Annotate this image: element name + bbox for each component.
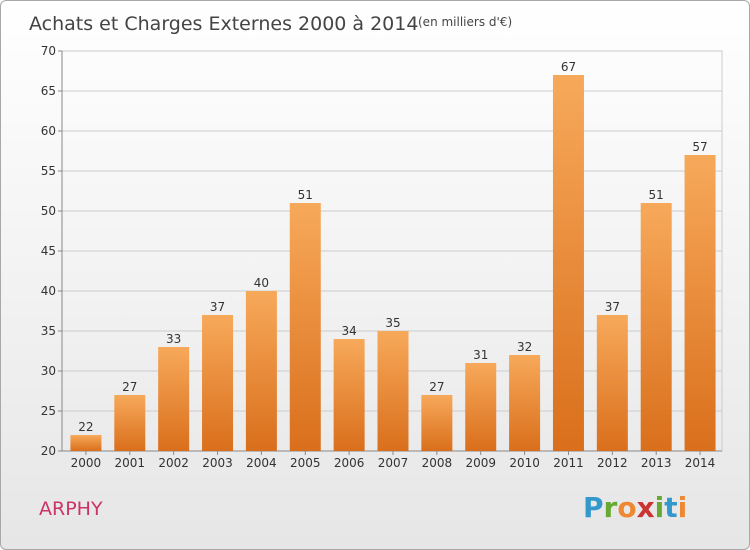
bar-2001 [114,395,146,451]
proxiti-logo: Proxiti [583,491,687,524]
bar-2003 [202,315,234,451]
y-tick-label: 60 [41,124,56,138]
bar-2009 [465,363,497,451]
x-tick-label-2007: 2007 [378,456,409,470]
x-tick-label-2002: 2002 [158,456,189,470]
x-tick-label-2005: 2005 [290,456,321,470]
y-tick-label: 55 [41,164,56,178]
logo-letter: o [617,491,636,524]
bars [70,75,716,451]
x-tick-label-2000: 2000 [71,456,102,470]
logo-letter: P [583,491,604,524]
value-label-2004: 40 [254,276,269,290]
x-tick-label-2001: 2001 [115,456,146,470]
value-label-2008: 27 [429,380,444,394]
y-tick-label: 30 [41,364,56,378]
x-tick-label-2008: 2008 [422,456,453,470]
value-label-2012: 37 [605,300,620,314]
value-label-2003: 37 [210,300,225,314]
value-label-2014: 57 [692,140,707,154]
bar-2010 [509,355,541,451]
bar-2013 [640,203,672,451]
chart-title: Achats et Charges Externes 2000 à 2014 [29,13,418,35]
commune-name: ARPHY [39,498,103,520]
logo-letter: i [655,491,665,524]
bar-2007 [377,331,409,451]
bar-2014 [684,155,716,451]
y-tick-label: 25 [41,404,56,418]
value-label-2000: 22 [78,420,93,434]
logo-letter: i [678,491,688,524]
bar-2008 [421,395,453,451]
x-tick-label-2012: 2012 [597,456,628,470]
value-label-2013: 51 [649,188,664,202]
value-label-2009: 31 [473,348,488,362]
x-tick-label-2011: 2011 [553,456,584,470]
x-tick-label-2003: 2003 [202,456,233,470]
value-label-2001: 27 [122,380,137,394]
x-tick-label-2006: 2006 [334,456,365,470]
bar-2004 [245,291,277,451]
chart-subtitle: (en milliers d'€) [418,15,512,29]
bar-2005 [289,203,321,451]
value-label-2005: 51 [298,188,313,202]
bar-2000 [70,435,102,451]
y-tick-label: 45 [41,244,56,258]
value-label-2002: 33 [166,332,181,346]
x-tick-label-2014: 2014 [685,456,716,470]
y-tick-label: 50 [41,204,56,218]
bar-2002 [158,347,190,451]
x-axis: 2000 2001 2002 2003 2004 2005 2006 2007 2008 2009… [71,451,716,470]
value-label-2007: 35 [385,316,400,330]
value-labels: 22 27 33 37 40 51 34 35 27 31 32 67 37 51 57 [78,60,707,434]
bar-2006 [333,339,365,451]
value-label-2011: 67 [561,60,576,74]
bar-2011 [552,75,584,451]
x-tick-label-2013: 2013 [641,456,672,470]
logo-letter: r [604,491,618,524]
y-tick-label: 35 [41,324,56,338]
x-tick-label-2009: 2009 [465,456,496,470]
y-axis: 20 25 30 35 40 45 50 55 60 65 70 [41,44,722,458]
logo-letter: x [637,491,655,524]
y-tick-label: 20 [41,444,56,458]
bar-2012 [596,315,628,451]
logo-letter: t [664,491,677,524]
value-label-2006: 34 [341,324,356,338]
y-tick-label: 70 [41,44,56,58]
y-tick-label: 40 [41,284,56,298]
x-tick-label-2004: 2004 [246,456,277,470]
value-label-2010: 32 [517,340,532,354]
y-tick-label: 65 [41,84,56,98]
x-tick-label-2010: 2010 [509,456,540,470]
